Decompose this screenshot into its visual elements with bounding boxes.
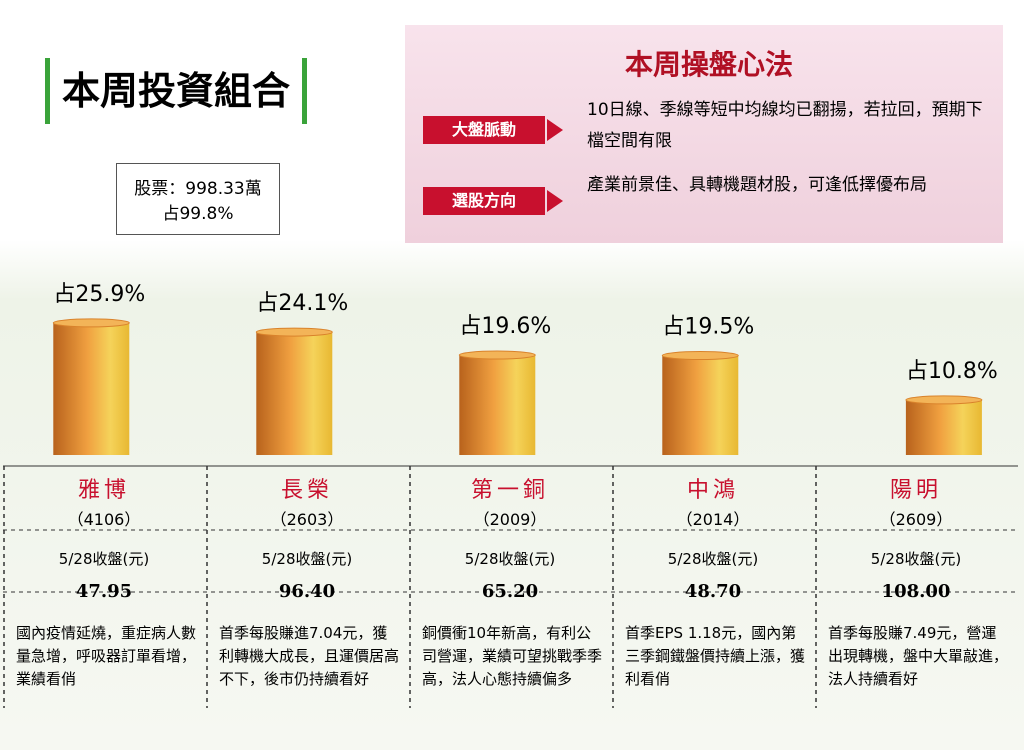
value-label: 占19.5% xyxy=(662,315,754,340)
stock-code: （2603） xyxy=(270,510,344,529)
stock-code: （4106） xyxy=(67,510,141,529)
cylinder xyxy=(905,399,982,455)
value-label: 占24.1% xyxy=(256,291,348,316)
stock-code: （2009） xyxy=(473,510,547,529)
value-label: 占10.8% xyxy=(906,359,998,384)
stock-code: （2014） xyxy=(676,510,750,529)
stock-note: 首季每股賺進7.04元，獲利轉機大成長，且運價居高不下，後市仍持續看好 xyxy=(219,624,400,688)
summary-line: 股票：998.33萬 xyxy=(134,179,262,199)
stock-note: 國內疫情延燒，重症病人數量急增，呼吸器訂單看增，業績看俏 xyxy=(16,624,197,688)
stock-name: 陽明 xyxy=(889,478,942,503)
stock-code: （2609） xyxy=(879,510,953,529)
stock-name: 第一銅 xyxy=(470,478,549,503)
stock-column: 中鴻 （2014） 5/28收盤(元) 48.70 首季EPS 1.18元，國內第三季鋼… xyxy=(613,466,813,691)
stock-column: 長榮 （2603） 5/28收盤(元) 96.40 首季每股賺進7.04元，獲利轉機大成… xyxy=(207,466,407,691)
summary-box: 股票：998.33萬 占99.8% xyxy=(116,163,280,235)
stock-column: 陽明 （2609） 5/28收盤(元) 108.00 首季每股賺7.49元，營運出現轉機… xyxy=(816,466,1016,691)
close-label: 5/28收盤(元) xyxy=(870,550,962,568)
close-label: 5/28收盤(元) xyxy=(667,550,759,568)
strategy-label: 大盤脈動 xyxy=(423,116,545,144)
stock-name: 雅博 xyxy=(77,478,130,503)
stock-name: 中鴻 xyxy=(686,478,739,503)
table-lines xyxy=(3,465,1018,708)
close-price: 48.70 xyxy=(684,581,742,602)
stock-note: 銅價衝10年新高，有利公司營運，業績可望挑戰季季高，法人心態持續偏多 xyxy=(422,624,603,688)
close-label: 5/28收盤(元) xyxy=(261,550,353,568)
close-price: 96.40 xyxy=(278,581,336,602)
close-label: 5/28收盤(元) xyxy=(58,550,150,568)
stock-note: 首季EPS 1.18元，國內第三季鋼鐵盤價持續上漲，獲利看俏 xyxy=(625,624,806,688)
cylinder-top xyxy=(661,351,739,361)
cylinder xyxy=(53,322,130,455)
arrow xyxy=(547,119,563,141)
cylinder-top xyxy=(52,318,130,328)
summary-line: 占99.8% xyxy=(162,204,234,224)
value-label: 占25.9% xyxy=(53,282,145,307)
arrow xyxy=(547,190,563,212)
cylinder-top xyxy=(255,327,333,337)
cylinder-top xyxy=(458,350,536,360)
cylinder-top xyxy=(905,395,983,405)
stock-note: 首季每股賺7.49元，營運出現轉機，盤中大單敲進，法人持續看好 xyxy=(828,624,1009,688)
stock-column: 第一銅 （2009） 5/28收盤(元) 65.20 銅價衝10年新高，有利公司營運，業… xyxy=(410,466,610,691)
strategy-label: 選股方向 xyxy=(423,187,545,215)
close-price: 47.95 xyxy=(75,581,133,602)
stock-column: 雅博 （4106） 5/28收盤(元) 47.95 國內疫情延燒，重症病人數量急增，呼吸… xyxy=(4,466,204,691)
close-label: 5/28收盤(元) xyxy=(464,550,556,568)
value-label: 占19.6% xyxy=(459,314,551,339)
strategy-text: 產業前景佳、具轉機題材股，可逢低擇優布局 xyxy=(587,175,927,195)
strategy-text: 10日線、季線等短中均線均已翻揚，若拉回，預期下檔空間有限 xyxy=(587,100,983,151)
close-price: 108.00 xyxy=(881,581,951,602)
page-title: 本周投資組合 xyxy=(45,58,308,124)
stock-name: 長榮 xyxy=(280,478,333,503)
cylinder xyxy=(459,355,536,455)
cylinder xyxy=(662,355,739,455)
strategy-title: 本周操盤心法 xyxy=(625,48,794,81)
cylinder xyxy=(256,332,333,455)
strategy-panel: 本周操盤心法 大盤脈動 10日線、季線等短中均線均已翻揚，若拉回，預期下檔空間有… xyxy=(405,25,1003,243)
close-price: 65.20 xyxy=(481,581,539,602)
